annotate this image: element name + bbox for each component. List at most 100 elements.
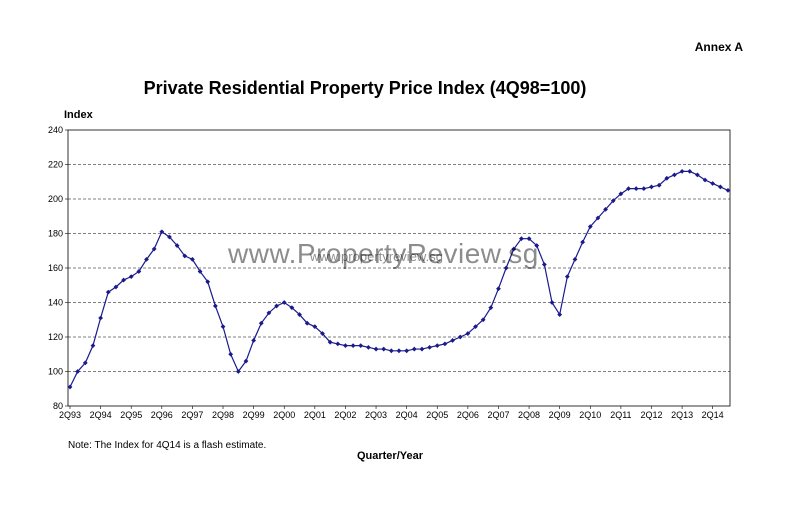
data-point [90,343,96,349]
data-point [136,269,142,274]
data-point [725,187,731,193]
data-point [526,236,532,242]
data-point [174,243,180,248]
x-axis-label: Quarter/Year [357,450,424,462]
y-tick-label: 80 [53,401,63,411]
y-tick-label: 100 [48,367,63,377]
x-tick-label: 2Q01 [304,410,326,420]
footnote: Note: The Index for 4Q14 is a flash esti… [68,440,267,451]
data-point [151,246,157,252]
data-point [182,253,188,259]
x-tick-label: 2Q00 [273,410,295,420]
data-point [633,186,639,192]
data-point [549,300,555,305]
data-point [465,331,471,336]
data-point [144,256,149,262]
data-point [220,324,226,330]
data-point [297,312,302,317]
data-point [710,181,716,186]
series-line [69,170,729,388]
gridlines [68,164,730,372]
x-tick-label: 2Q06 [457,410,479,420]
data-point [534,243,540,248]
annex-label: Annex A [694,40,743,54]
data-point [281,300,287,305]
data-point [327,339,333,345]
data-point [641,186,647,192]
y-tick-label: 120 [48,332,63,342]
data-point [427,344,433,350]
data-point [672,172,677,178]
data-point [304,320,310,326]
x-tick-label: 2Q05 [426,410,448,420]
data-point [98,315,104,321]
data-point [411,346,417,352]
data-point [75,369,81,374]
data-point [702,177,708,183]
data-point [694,172,700,178]
data-point [396,348,402,354]
data-point [610,198,616,204]
x-tick-label: 2Q96 [151,410,173,420]
data-point [167,234,172,240]
data-point [121,277,126,283]
data-point [365,344,371,350]
data-point [159,229,165,235]
x-tick-label: 2Q02 [334,410,356,420]
x-tick-label: 2Q09 [549,410,571,420]
data-point [343,343,348,349]
x-tick-label: 2Q13 [671,410,693,420]
plot-frame [67,129,731,407]
data-point [190,256,195,262]
y-tick-label: 140 [48,298,63,308]
data-point [679,169,685,174]
x-axis-ticks: 2Q93 2Q94 2Q95 2Q96 2Q97 2Q98 2Q99 2Q00 2Q01 2Q02… [59,406,724,420]
data-point [595,215,601,221]
data-point [289,305,295,311]
data-point [235,369,241,374]
data-point [212,303,218,309]
y-tick-label: 160 [48,263,63,273]
chart-title: Private Residential Property Price Index… [143,78,587,98]
x-tick-label: 2Q03 [365,410,387,420]
watermark-large: www.PropertyReview.sg [228,238,539,269]
data-point [717,184,723,190]
data-point [373,346,379,352]
data-point [503,265,509,271]
data-point [266,310,272,316]
data-point [488,305,494,311]
data-point [434,343,440,349]
data-point [335,341,341,347]
data-point [557,312,563,317]
data-point [388,348,394,354]
data-point [511,246,517,252]
x-tick-label: 2Q04 [396,410,418,420]
data-point [473,324,478,330]
data-point [128,274,134,280]
data-point [404,348,410,354]
y-tick-label: 200 [48,194,63,204]
data-point [649,184,654,190]
data-point [113,284,119,290]
data-point [251,338,257,343]
watermark-small: www.propertyreview.sg [310,249,443,264]
data-point [457,334,463,340]
data-point [572,256,578,262]
data-point [580,239,586,245]
data-point [419,346,425,352]
data-point [656,182,662,188]
x-tick-label: 2Q11 [610,410,631,420]
data-point [687,169,693,174]
data-point [258,320,264,326]
x-tick-label: 2Q12 [640,410,662,420]
data-point [480,317,486,323]
x-tick-label: 2Q98 [212,410,234,420]
x-tick-label: 2Q97 [181,410,203,420]
series-markers [67,169,731,390]
data-point [626,186,631,192]
data-point [105,289,111,295]
x-tick-label: 2Q94 [90,410,112,420]
data-point [618,191,624,197]
data-point [274,303,279,309]
